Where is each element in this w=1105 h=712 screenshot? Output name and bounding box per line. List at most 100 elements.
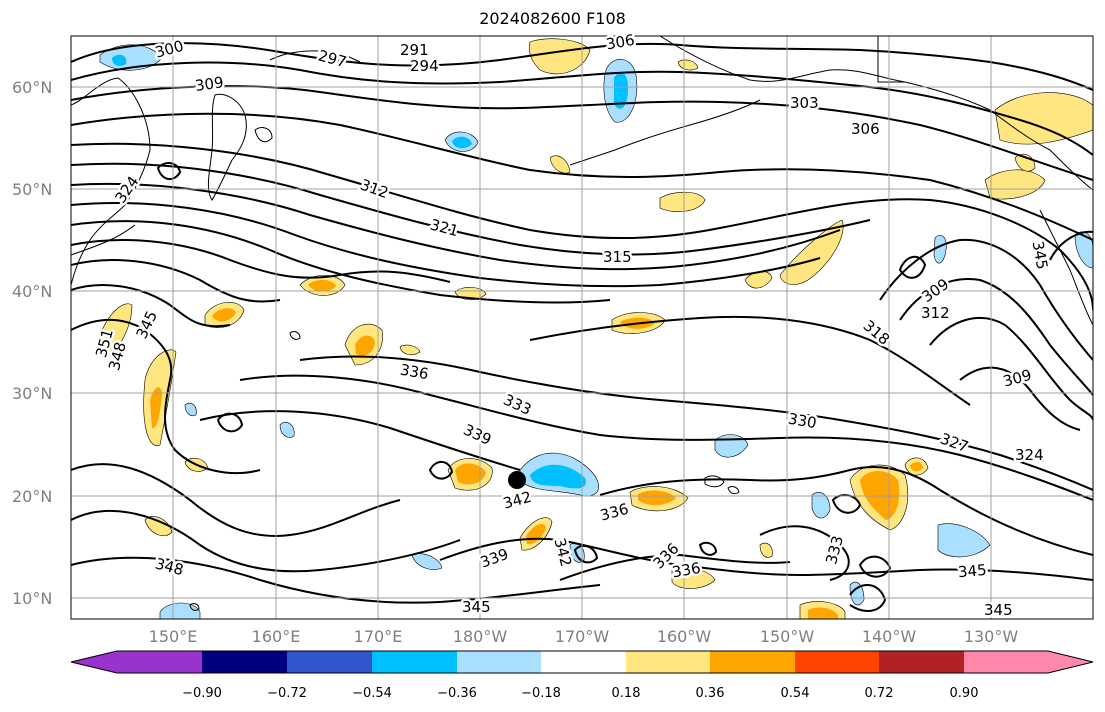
positive-patch — [549, 155, 571, 174]
contour-line — [71, 259, 281, 303]
latitude-axis: 60°N 50°N 40°N 30°N 20°N 10°N — [12, 78, 52, 608]
contour-label: 312 — [358, 175, 391, 202]
contour-line — [858, 555, 892, 578]
contour-line — [71, 162, 871, 256]
contour-label: 300 — [153, 37, 185, 62]
contour-line — [831, 494, 862, 514]
positive-patch — [779, 219, 844, 285]
map-title: 2024082600 F108 — [479, 9, 626, 28]
contour-label: 336 — [399, 361, 430, 384]
contour-line — [529, 315, 971, 406]
negative-patch — [112, 54, 127, 66]
lat-label: 20°N — [12, 487, 52, 506]
lon-label: 170°E — [354, 627, 403, 646]
contour-line — [899, 278, 1093, 396]
negative-patch — [614, 72, 628, 109]
lon-label: 180°W — [453, 627, 508, 646]
contour-line — [71, 182, 841, 271]
colorbar-segment — [879, 651, 964, 673]
map-plot-area — [71, 36, 1093, 619]
negative-patch — [452, 136, 472, 149]
island-marcus — [189, 603, 200, 611]
colorbar-extend-high — [964, 651, 1093, 673]
contour-label: 309 — [194, 73, 225, 95]
contour-line — [929, 316, 1093, 421]
contour-line — [879, 238, 1093, 361]
colorbar: −0.90 −0.72 −0.54 −0.36 −0.18 0.18 0.36 … — [70, 650, 1094, 701]
shaded-anomalies — [99, 38, 1093, 619]
contour-line — [759, 525, 850, 581]
lat-label: 40°N — [12, 282, 52, 301]
contour-line — [71, 85, 1093, 181]
colorbar-outline — [70, 650, 1094, 674]
contour-line — [216, 412, 244, 433]
positive-patch — [994, 92, 1093, 145]
coastline-alaska — [659, 36, 1093, 191]
contour-label: 294 — [410, 57, 439, 75]
lon-label: 170°W — [555, 627, 610, 646]
negative-patch — [530, 464, 586, 489]
positive-patch — [671, 567, 716, 589]
map-frame — [70, 35, 1094, 620]
colorbar-tick-label: −0.18 — [521, 686, 561, 701]
positive-patch — [308, 279, 336, 292]
contour-label: 306 — [851, 120, 880, 138]
contour-label: 297 — [316, 46, 348, 71]
colorbar-tick-label: 0.36 — [696, 686, 725, 701]
positive-patch — [144, 516, 173, 536]
contour-line — [71, 142, 1093, 311]
lat-label: 50°N — [12, 180, 52, 199]
positive-patch — [99, 303, 133, 356]
positive-patch — [659, 191, 706, 213]
contour-line — [898, 255, 927, 279]
negative-patch — [1074, 231, 1093, 269]
coastline-alaska-peninsula — [569, 99, 761, 166]
contour-line — [71, 42, 1093, 91]
contour-label: 336 — [598, 500, 630, 525]
contour-line — [71, 463, 401, 537]
positive-patch — [759, 542, 773, 558]
contour-label: 345 — [984, 601, 1013, 619]
contour-label: 321 — [428, 215, 460, 240]
lat-label: 60°N — [12, 78, 52, 97]
contour-line — [1049, 230, 1093, 261]
island-hawaii — [704, 475, 725, 488]
coastline-north-america — [1039, 209, 1093, 326]
contour-label: 345 — [462, 598, 491, 616]
positive-patch — [808, 607, 838, 619]
contour-labels: 300 297 291 294 306 309 303 306 324 312 … — [90, 28, 1054, 621]
positive-patch — [150, 387, 162, 429]
contour-label: 333 — [822, 534, 847, 566]
negative-patch — [184, 402, 197, 417]
contour-label: 318 — [860, 316, 894, 348]
lon-label: 150°E — [149, 627, 198, 646]
contour-label: 315 — [603, 248, 632, 266]
colorbar-segment — [457, 651, 541, 673]
contour-label: 348 — [153, 554, 185, 579]
contour-label: 345 — [133, 308, 161, 342]
gridlines — [71, 36, 1093, 619]
contour-line — [698, 541, 718, 556]
contour-line — [439, 537, 1093, 581]
colorbar-segment — [287, 651, 372, 673]
colorbar-tick-label: 0.72 — [865, 686, 894, 701]
positive-patch — [355, 335, 375, 356]
colorbar-tick-label: −0.36 — [437, 686, 477, 701]
longitude-axis: 150°E 160°E 170°E 180°W 170°W 160°W 150°… — [149, 627, 1019, 646]
contour-line — [71, 220, 611, 304]
coastline-kamchatka — [207, 93, 247, 201]
colorbar-segment — [795, 651, 879, 673]
contour-label: 306 — [605, 31, 636, 54]
colorbar-tick-label: 0.18 — [612, 686, 641, 701]
negative-patch — [714, 434, 749, 458]
colorbar-tick-label: 0.54 — [781, 686, 810, 701]
colorbar-segment — [710, 651, 795, 673]
contour-line — [299, 355, 1093, 491]
positive-patch — [984, 169, 1046, 200]
contour-label: 327 — [938, 429, 971, 456]
contour-line — [71, 318, 261, 474]
contour-line — [849, 584, 887, 612]
colorbar-segment — [372, 651, 457, 673]
positive-patch — [399, 344, 421, 356]
contour-line — [156, 162, 182, 180]
